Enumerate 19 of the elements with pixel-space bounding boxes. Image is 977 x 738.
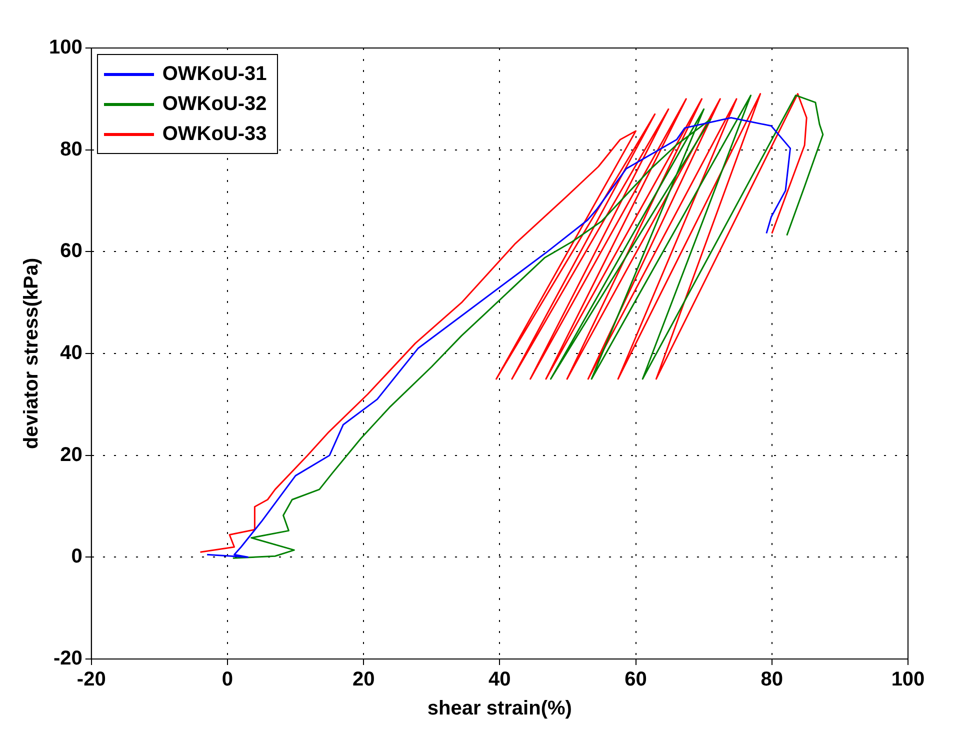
y-tick-label: 60	[60, 240, 82, 262]
x-tick-label: 20	[352, 668, 375, 691]
y-tick-label: -20	[53, 648, 82, 670]
y-tick-label: 100	[48, 36, 82, 59]
legend-label: OWKoU-33	[162, 122, 267, 147]
legend-label: OWKoU-32	[162, 92, 267, 117]
x-tick-label: 40	[488, 668, 511, 691]
legend-label: OWKoU-31	[162, 62, 267, 87]
y-tick-label: 20	[60, 444, 82, 466]
x-tick-label: 80	[760, 668, 784, 691]
x-axis-title: shear strain(%)	[427, 698, 572, 720]
y-axis-title: deviator stress(kPa)	[20, 258, 43, 450]
x-tick-label: 60	[624, 668, 647, 691]
x-tick-label: -20	[76, 668, 106, 691]
x-tick-label: 100	[891, 668, 925, 691]
y-tick-label: 40	[60, 342, 82, 364]
y-tick-label: 0	[71, 546, 82, 568]
y-tick-label: 80	[60, 138, 82, 160]
x-tick-label: 0	[222, 668, 234, 691]
